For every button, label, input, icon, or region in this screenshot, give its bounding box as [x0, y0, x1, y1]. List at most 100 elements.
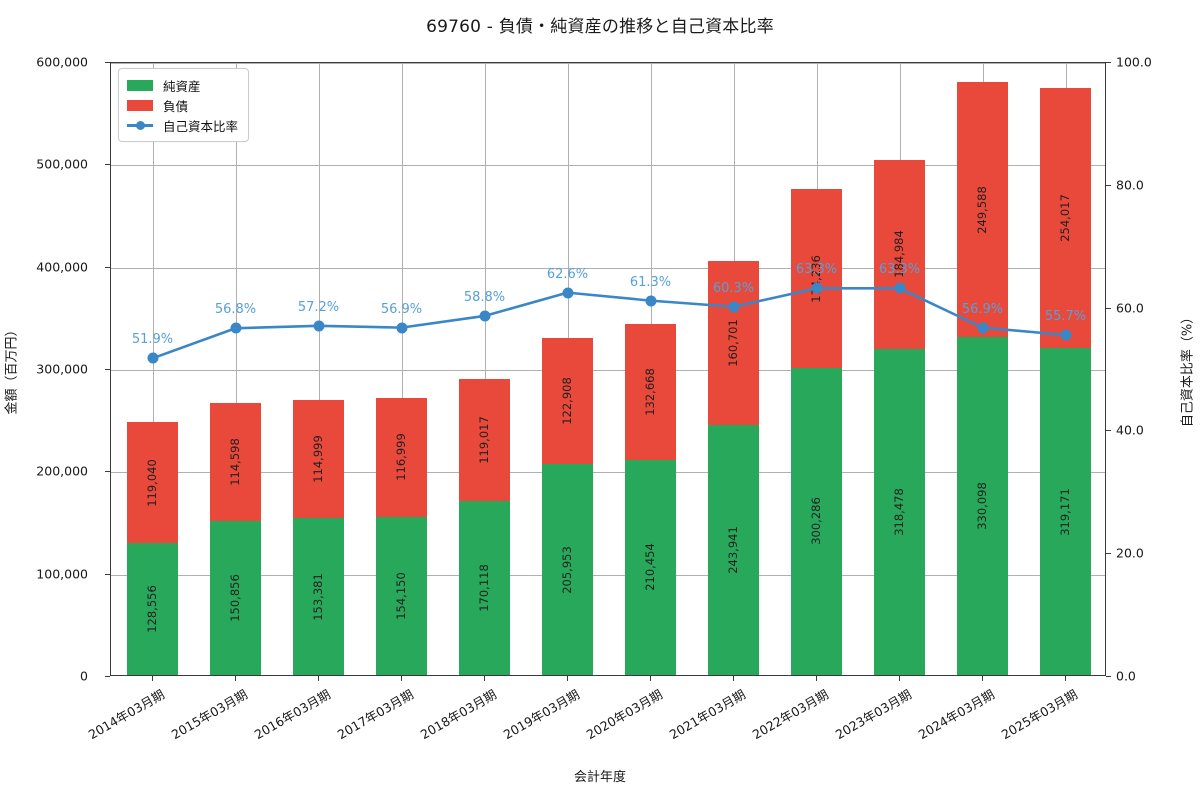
x-axis-tick-label: 2016年03月期 [251, 686, 333, 743]
y-axis-tick-mark-right [1106, 184, 1111, 186]
y-axis-tick-left: 0 [80, 668, 88, 684]
y-axis-tick-left: 100,000 [36, 566, 88, 582]
ratio-data-point[interactable] [147, 352, 158, 364]
bar-stack[interactable]: 319,171 254,017 [1039, 61, 1092, 675]
x-axis-tick-label: 2015年03月期 [168, 686, 250, 743]
legend-swatch-icon [127, 79, 153, 91]
bar-segment-liability[interactable]: 184,984 [873, 159, 926, 350]
bar-segment-liability[interactable]: 119,017 [458, 379, 511, 501]
x-axis-tick-mark [401, 676, 402, 681]
bar-segment-liability[interactable]: 132,668 [624, 323, 677, 460]
bar-stack[interactable]: 300,286 174,236 [790, 61, 843, 675]
x-axis-tick-label: 2025年03月期 [998, 686, 1080, 743]
ratio-data-point[interactable] [313, 320, 324, 332]
bar-segment-liability[interactable]: 249,588 [956, 81, 1009, 338]
chart-legend: 純資産 負債自己資本比率 [118, 68, 250, 142]
bar-stack[interactable]: 243,941 160,701 [707, 61, 760, 675]
y-axis-tick-right: 40.0 [1116, 422, 1144, 438]
legend-label: 純資産 [163, 78, 201, 94]
bar-segment-equity[interactable]: 154,150 [375, 517, 428, 675]
x-axis-tick-label: 2019年03月期 [500, 686, 582, 743]
x-axis-tick-mark [152, 676, 153, 681]
bar-segment-liability[interactable]: 174,236 [790, 189, 843, 368]
bar-segment-liability[interactable]: 114,999 [292, 400, 345, 519]
y-axis-tick-mark-left [105, 676, 110, 677]
gridline-vertical [402, 63, 403, 675]
bar-segment-liability[interactable]: 122,908 [541, 338, 594, 465]
bar-segment-equity[interactable]: 170,118 [458, 500, 511, 675]
bar-stack[interactable]: 318,478 184,984 [873, 61, 926, 675]
y-axis-tick-mark-left [105, 573, 110, 575]
y-axis-tick-mark-left [105, 266, 110, 268]
y-axis-tick-mark-right [1106, 62, 1111, 63]
bar-stack[interactable]: 154,150 116,999 [375, 61, 428, 675]
ratio-data-point[interactable] [396, 322, 407, 334]
gridline-horizontal [111, 370, 1105, 371]
ratio-line-path [151, 287, 1067, 360]
bar-segment-equity[interactable]: 300,286 [790, 367, 843, 675]
y-axis-tick-left: 200,000 [36, 463, 88, 479]
bar-segment-equity[interactable]: 128,556 [126, 543, 179, 675]
bar-segment-liability[interactable]: 116,999 [375, 397, 428, 518]
plot-area: 128,556 119,040 150,856 114,598 153,381 114,9… [110, 62, 1106, 676]
bar-segment-liability[interactable]: 114,598 [209, 403, 262, 521]
ratio-data-point[interactable] [562, 287, 573, 299]
bar-stack[interactable]: 170,118 119,017 [458, 61, 511, 675]
bar-segment-equity[interactable]: 330,098 [956, 337, 1009, 675]
y-axis-tick-mark-right [1106, 676, 1111, 677]
bar-segment-equity[interactable]: 205,953 [541, 464, 594, 675]
y-axis-tick-left: 400,000 [36, 259, 88, 275]
bar-segment-liability[interactable]: 119,040 [126, 421, 179, 544]
x-axis-tick-mark [484, 676, 485, 681]
bar-stack[interactable]: 205,953 122,908 [541, 61, 594, 675]
bar-segment-liability[interactable]: 254,017 [1039, 88, 1092, 349]
bar-stack[interactable]: 153,381 114,999 [292, 61, 345, 675]
gridline-horizontal [111, 574, 1105, 576]
bar-stack[interactable]: 128,556 119,040 [126, 61, 179, 675]
y-axis-tick-mark-left [105, 471, 110, 473]
ratio-data-point[interactable] [645, 295, 656, 307]
bar-stack[interactable]: 150,856 114,598 [209, 61, 262, 675]
ratio-data-point[interactable] [728, 301, 739, 313]
bar-segment-liability[interactable]: 160,701 [707, 260, 760, 426]
bar-stack[interactable]: 330,098 249,588 [956, 61, 1009, 675]
bar-stack[interactable]: 210,454 132,668 [624, 61, 677, 675]
x-axis-tick-mark [567, 676, 568, 681]
legend-item-1[interactable]: 純資産 [127, 75, 238, 95]
y-axis-tick-mark-left [105, 164, 110, 166]
x-axis-tick-label: 2017年03月期 [334, 686, 416, 743]
x-axis-tick-label: 2023年03月期 [832, 686, 914, 743]
gridline-horizontal [111, 63, 1105, 64]
y-axis-tick-mark-right [1106, 307, 1111, 309]
x-axis-tick-mark [899, 676, 900, 681]
x-axis-tick-label: 2018年03月期 [417, 686, 499, 743]
legend-item-3[interactable]: 自己資本比率 [127, 115, 238, 135]
ratio-data-point[interactable] [894, 282, 905, 294]
bar-segment-equity[interactable]: 318,478 [873, 349, 926, 675]
y-axis-tick-mark-left [105, 62, 110, 63]
y-axis-tick-right: 100.0 [1116, 54, 1152, 70]
y-axis-tick-right: 0.0 [1116, 668, 1136, 684]
bar-segment-equity[interactable]: 243,941 [707, 425, 760, 675]
bar-segment-equity[interactable]: 150,856 [209, 520, 262, 675]
bar-segment-equity[interactable]: 153,381 [292, 518, 345, 675]
bar-segment-equity[interactable]: 210,454 [624, 459, 677, 675]
ratio-line-svg [151, 287, 1067, 360]
legend-line-marker-icon [127, 120, 153, 131]
y-axis-tick-right: 20.0 [1116, 545, 1144, 561]
legend-item-2[interactable]: 負債 [127, 95, 238, 115]
legend-label: 自己資本比率 [163, 118, 239, 134]
ratio-data-point[interactable] [479, 310, 490, 322]
ratio-data-point[interactable] [977, 322, 988, 334]
x-axis-tick-mark [733, 676, 734, 681]
ratio-data-point[interactable] [1060, 329, 1071, 341]
ratio-data-point[interactable] [811, 282, 822, 294]
gridline-vertical [319, 63, 320, 675]
gridline-vertical [485, 63, 486, 675]
y-axis-label-right: 自己資本比率（%） [1180, 310, 1196, 428]
bar-segment-equity[interactable]: 319,171 [1039, 348, 1092, 675]
y-axis-tick-mark-right [1106, 430, 1111, 432]
gridline-horizontal [111, 165, 1105, 167]
ratio-data-point[interactable] [230, 322, 241, 334]
